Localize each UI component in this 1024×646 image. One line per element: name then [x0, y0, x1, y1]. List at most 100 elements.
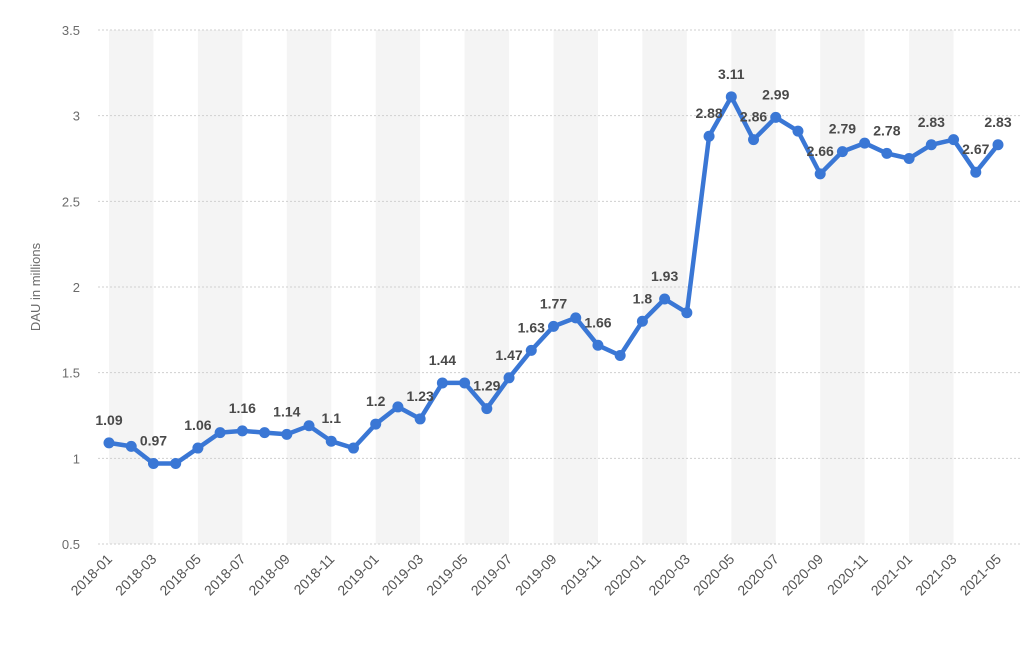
data-point	[147, 457, 159, 469]
data-point	[170, 457, 182, 469]
x-tick-label: 2020-11	[824, 551, 871, 598]
data-point	[236, 425, 248, 437]
series-dau	[103, 91, 1004, 469]
x-tick-label: 2019-03	[379, 551, 427, 599]
y-axis-ticks: 0.5 1 1.5 2 2.5 3 3.5	[62, 23, 80, 552]
data-point	[859, 137, 871, 149]
data-label: 2.67	[962, 141, 989, 157]
data-point	[814, 168, 826, 180]
x-axis-ticks: 2018-012018-032018-052018-072018-092018-…	[67, 551, 1004, 599]
data-label: 1.29	[473, 378, 500, 394]
data-label: 2.83	[984, 114, 1011, 130]
data-label: 1.2	[366, 393, 386, 409]
y-tick-label: 2	[73, 280, 80, 295]
x-tick-label: 2019-01	[334, 551, 382, 599]
x-tick-label: 2020-01	[601, 551, 649, 599]
y-axis-label: DAU in millions	[28, 242, 43, 331]
data-point	[770, 111, 782, 123]
band	[642, 30, 687, 544]
data-label: 3.11	[718, 66, 745, 82]
x-tick-label: 2019-05	[423, 551, 471, 599]
data-point	[103, 437, 115, 449]
x-tick-label: 2018-01	[67, 551, 115, 599]
data-point	[214, 427, 226, 439]
data-label: 2.99	[762, 86, 789, 102]
x-tick-label: 2021-03	[912, 551, 960, 599]
data-point	[570, 312, 582, 324]
x-tick-label: 2021-05	[956, 551, 1004, 599]
y-tick-label: 2.5	[62, 194, 80, 209]
y-tick-label: 3	[73, 109, 80, 124]
data-label: 2.79	[829, 121, 856, 137]
data-point	[525, 344, 537, 356]
data-point	[303, 420, 315, 432]
data-point	[370, 418, 382, 430]
x-tick-label: 2018-05	[156, 551, 204, 599]
x-tick-label: 2018-09	[245, 551, 293, 599]
y-tick-label: 3.5	[62, 23, 80, 38]
data-point	[925, 139, 937, 151]
data-point	[725, 91, 737, 103]
data-label: 1.66	[584, 314, 611, 330]
data-point	[503, 372, 515, 384]
data-label: 1.06	[184, 417, 211, 433]
data-point	[703, 130, 715, 142]
data-label: 1.23	[407, 388, 434, 404]
x-tick-label: 2018-11	[290, 551, 337, 598]
data-point	[836, 146, 848, 158]
data-point	[325, 435, 337, 447]
data-point	[903, 153, 915, 164]
data-label: 1.44	[429, 352, 456, 368]
data-label: 2.78	[873, 122, 900, 138]
x-tick-label: 2018-07	[201, 551, 249, 599]
data-point	[259, 427, 271, 439]
data-labels: 1.09 0.97 1.06 1.16 1.14 1.1 1.2 1.23 1.44 1.29 1.…	[95, 66, 1011, 449]
data-point	[392, 401, 404, 413]
x-tick-label: 2021-01	[868, 551, 916, 599]
data-label: 1.14	[273, 403, 300, 419]
data-label: 0.97	[140, 432, 167, 448]
data-label: 2.83	[918, 114, 945, 130]
data-point	[992, 139, 1004, 151]
x-tick-label: 2020-07	[734, 551, 782, 599]
x-tick-label: 2019-07	[468, 551, 516, 599]
data-point	[347, 442, 359, 454]
data-point	[948, 134, 960, 146]
data-label: 1.1	[322, 410, 342, 426]
data-point	[459, 377, 471, 389]
data-point	[614, 350, 626, 362]
data-label: 1.47	[495, 347, 522, 363]
data-point	[681, 307, 693, 319]
band	[286, 30, 332, 544]
data-label: 1.77	[540, 295, 567, 311]
data-point	[548, 320, 559, 332]
data-label: 1.09	[95, 412, 122, 428]
x-tick-label: 2020-03	[645, 551, 693, 599]
gridlines	[98, 29, 1020, 545]
data-point	[970, 166, 982, 178]
data-point	[481, 403, 493, 415]
data-label: 2.86	[740, 109, 767, 125]
data-point	[748, 134, 760, 146]
data-label: 1.93	[651, 268, 678, 284]
x-tick-label: 2019-11	[557, 551, 604, 598]
data-label: 2.88	[695, 105, 722, 121]
x-tick-label: 2020-09	[779, 551, 827, 599]
y-tick-label: 0.5	[62, 537, 80, 552]
data-point	[125, 440, 137, 452]
data-point	[592, 339, 604, 351]
x-tick-label: 2019-09	[512, 551, 560, 599]
data-point	[281, 428, 293, 440]
x-tick-label: 2020-05	[690, 551, 738, 599]
data-point	[192, 442, 204, 454]
data-label: 1.16	[229, 400, 256, 416]
data-point	[792, 125, 804, 137]
data-point	[436, 377, 448, 389]
data-point	[414, 413, 426, 425]
x-tick-label: 2018-03	[112, 551, 160, 599]
data-label: 1.8	[633, 290, 653, 306]
y-tick-label: 1	[73, 451, 80, 466]
data-point	[881, 147, 893, 159]
data-point	[659, 293, 671, 305]
